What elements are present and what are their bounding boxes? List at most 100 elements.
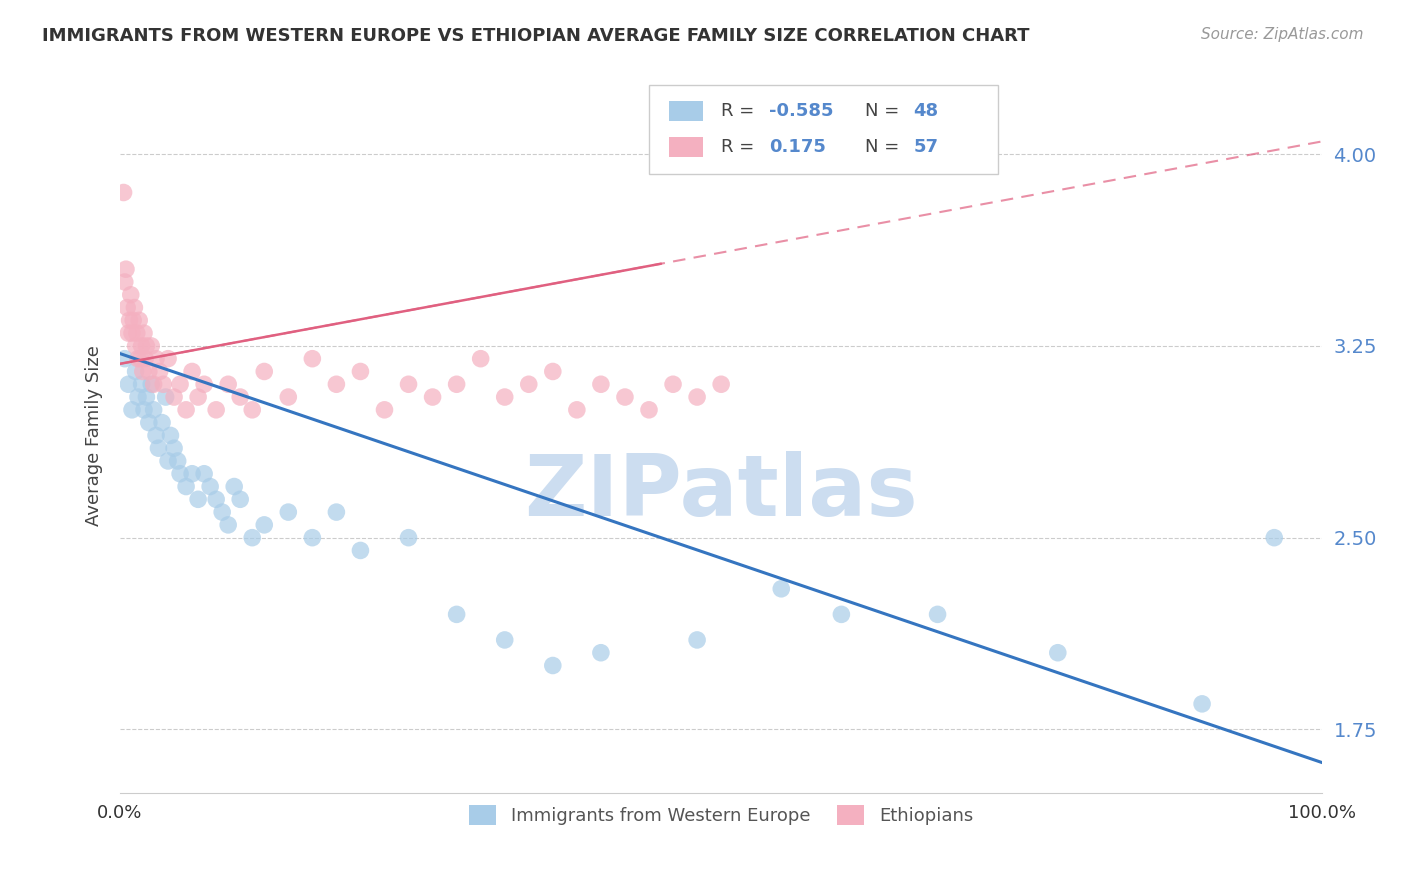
Point bbox=[187, 390, 209, 404]
Point bbox=[686, 390, 709, 404]
Point bbox=[157, 454, 180, 468]
Point bbox=[169, 377, 191, 392]
Point bbox=[135, 339, 157, 353]
Text: R =: R = bbox=[721, 138, 755, 156]
Point bbox=[662, 377, 685, 392]
Text: N =: N = bbox=[866, 138, 900, 156]
Point bbox=[349, 543, 371, 558]
Point bbox=[120, 287, 142, 301]
Point bbox=[541, 364, 564, 378]
Point bbox=[240, 531, 263, 545]
Point bbox=[638, 402, 661, 417]
Point bbox=[157, 351, 180, 366]
Point bbox=[127, 351, 149, 366]
Point bbox=[770, 582, 793, 596]
Point bbox=[152, 377, 174, 392]
Point bbox=[373, 402, 395, 417]
Point bbox=[138, 416, 160, 430]
Text: -0.585: -0.585 bbox=[769, 102, 834, 120]
Point bbox=[150, 416, 173, 430]
Point bbox=[124, 301, 146, 315]
Point bbox=[127, 390, 149, 404]
Point bbox=[277, 505, 299, 519]
Point bbox=[205, 492, 228, 507]
Point bbox=[565, 402, 588, 417]
Point bbox=[470, 351, 492, 366]
Point bbox=[398, 531, 420, 545]
Point bbox=[125, 326, 148, 340]
Point bbox=[174, 402, 197, 417]
Point bbox=[422, 390, 444, 404]
Point bbox=[115, 301, 138, 315]
Point bbox=[589, 646, 612, 660]
Point bbox=[132, 326, 155, 340]
Text: Source: ZipAtlas.com: Source: ZipAtlas.com bbox=[1201, 27, 1364, 42]
Point bbox=[132, 364, 155, 378]
Point bbox=[301, 531, 323, 545]
Point bbox=[181, 364, 204, 378]
Point bbox=[121, 402, 143, 417]
Point bbox=[494, 632, 516, 647]
Point bbox=[193, 467, 215, 481]
Point bbox=[117, 377, 139, 392]
Point bbox=[142, 377, 165, 392]
Point bbox=[517, 377, 540, 392]
Point bbox=[446, 377, 468, 392]
Point bbox=[217, 377, 239, 392]
Point bbox=[446, 607, 468, 622]
Legend: Immigrants from Western Europe, Ethiopians: Immigrants from Western Europe, Ethiopia… bbox=[460, 796, 983, 834]
Point bbox=[117, 326, 139, 340]
Text: N =: N = bbox=[866, 102, 900, 120]
Point bbox=[1191, 697, 1213, 711]
Point bbox=[163, 441, 186, 455]
Point bbox=[131, 339, 153, 353]
Point bbox=[112, 186, 135, 200]
Point bbox=[224, 479, 246, 493]
Point bbox=[134, 351, 156, 366]
Point bbox=[205, 402, 228, 417]
Point bbox=[124, 364, 146, 378]
Point bbox=[135, 390, 157, 404]
Point bbox=[129, 351, 152, 366]
Point bbox=[217, 517, 239, 532]
Point bbox=[589, 377, 612, 392]
Point bbox=[198, 479, 221, 493]
Point bbox=[325, 505, 347, 519]
FancyBboxPatch shape bbox=[669, 136, 703, 157]
Point bbox=[613, 390, 636, 404]
Point bbox=[253, 364, 276, 378]
Point bbox=[169, 467, 191, 481]
Point bbox=[141, 339, 163, 353]
Point bbox=[927, 607, 949, 622]
Point bbox=[1263, 531, 1285, 545]
Point bbox=[349, 364, 371, 378]
Text: IMMIGRANTS FROM WESTERN EUROPE VS ETHIOPIAN AVERAGE FAMILY SIZE CORRELATION CHAR: IMMIGRANTS FROM WESTERN EUROPE VS ETHIOP… bbox=[42, 27, 1029, 45]
Point bbox=[148, 441, 170, 455]
Point bbox=[541, 658, 564, 673]
FancyBboxPatch shape bbox=[650, 85, 998, 174]
Point bbox=[398, 377, 420, 392]
Point bbox=[145, 351, 167, 366]
Point bbox=[142, 402, 165, 417]
Text: ZIPatlas: ZIPatlas bbox=[524, 451, 918, 534]
Point bbox=[494, 390, 516, 404]
Text: 48: 48 bbox=[914, 102, 939, 120]
Point bbox=[229, 390, 252, 404]
Point bbox=[115, 262, 138, 277]
Point bbox=[128, 313, 150, 327]
Point bbox=[163, 390, 186, 404]
Point bbox=[122, 313, 145, 327]
Point bbox=[229, 492, 252, 507]
Point bbox=[181, 467, 204, 481]
Y-axis label: Average Family Size: Average Family Size bbox=[86, 345, 103, 525]
Text: 0.175: 0.175 bbox=[769, 138, 827, 156]
Point bbox=[118, 313, 141, 327]
Text: 57: 57 bbox=[914, 138, 939, 156]
Text: R =: R = bbox=[721, 102, 755, 120]
Point bbox=[277, 390, 299, 404]
Point bbox=[253, 517, 276, 532]
Point bbox=[155, 390, 177, 404]
Point bbox=[193, 377, 215, 392]
Point bbox=[141, 377, 163, 392]
Point bbox=[174, 479, 197, 493]
